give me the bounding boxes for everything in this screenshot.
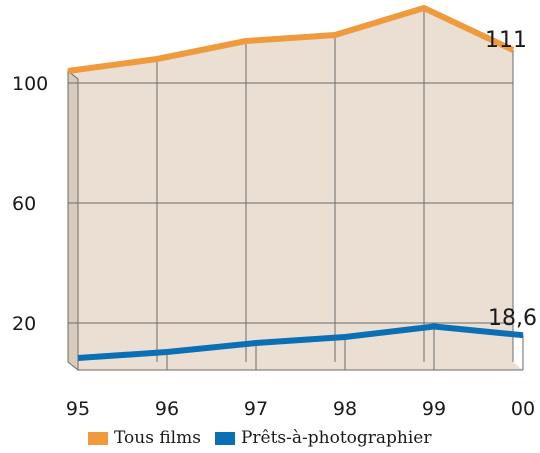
panel-side xyxy=(67,69,79,372)
gridlines xyxy=(67,8,524,371)
legend-label-tous-films: Tous films xyxy=(114,428,201,448)
legend-item-prets-a-photographier: Prêts-à-photographier xyxy=(214,428,432,448)
data-label-1: 18,6 xyxy=(488,306,537,331)
legend-label-prets-a-photographier: Prêts-à-photographier xyxy=(240,428,432,448)
series-line-tous-films xyxy=(67,5,515,74)
x-tick-label-99: 99 xyxy=(422,398,446,420)
data-label-0: 111 xyxy=(485,28,527,53)
y-tick-label-20: 20 xyxy=(12,313,36,335)
series-line-prets-a-photographier xyxy=(77,323,524,361)
legend-swatch-blue xyxy=(214,431,235,445)
x-tick-label-97: 97 xyxy=(244,398,268,420)
series-lines xyxy=(67,5,524,361)
legend-swatch-orange xyxy=(88,431,108,445)
legend: Tous films Prêts-à-photographier xyxy=(88,428,446,448)
x-tick-label-96: 96 xyxy=(155,398,179,420)
chart-panel xyxy=(67,8,523,372)
tick-labels: 100 60 20 95 96 97 98 99 00 xyxy=(12,73,535,420)
x-tick-label-00: 00 xyxy=(511,398,535,420)
x-tick-label-95: 95 xyxy=(66,398,90,420)
x-tick-label-98: 98 xyxy=(333,398,357,420)
panel-fill xyxy=(68,8,523,370)
data-labels: 111 18,6 xyxy=(485,28,537,331)
legend-item-tous-films: Tous films xyxy=(88,428,201,448)
y-tick-label-60: 60 xyxy=(12,193,36,215)
y-tick-label-100: 100 xyxy=(12,73,48,95)
